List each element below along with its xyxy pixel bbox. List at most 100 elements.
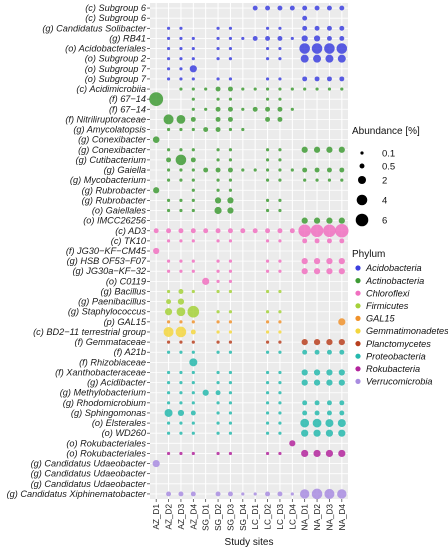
color-legend-key-proteobacteria [355,353,361,359]
bubble-na-d4-row-39 [339,400,345,406]
bubble-lc-d4-row-16 [290,168,294,172]
bubble-sg-d3-row-12 [228,127,233,132]
bubble-na-d4-row-16 [339,167,345,173]
bubble-lc-d3-row-3 [277,35,283,41]
bubble-lc-d1-row-10 [252,106,258,112]
bubble-sg-d1-row-27 [202,277,210,285]
bubble-lc-d4-row-43 [289,440,296,447]
bubble-na-d3-row-4 [324,43,335,54]
bubble-lc-d3-row-44 [278,451,282,456]
bubble-na-d2-row-8 [315,87,319,91]
bubble-az-d3-row-29 [177,298,185,305]
bubble-na-d2-row-21 [313,217,321,224]
bubble-sg-d4-row-8 [241,87,245,91]
y-tick-label: (f) 67−14 [109,94,146,104]
y-tick-label: (p) GAL15 [104,317,147,327]
bubble-lc-d2-row-48 [265,491,271,497]
bubble-az-d4-row-25 [191,259,195,263]
bubble-na-d4-row-0 [339,5,345,11]
bubble-az-d2-row-30 [164,308,173,316]
bubble-sg-d3-row-26 [228,269,233,273]
bubble-lc-d2-row-11 [265,116,271,122]
bubble-az-d3-row-38 [179,391,183,395]
bubble-az-d3-row-22 [178,228,184,234]
bubble-na-d4-row-8 [340,87,344,91]
bubble-na-d1-row-34 [302,349,308,355]
bubble-sg-d3-row-19 [227,197,234,204]
bubble-sg-d3-row-33 [228,340,233,344]
color-legend-key-actinobacteria [355,278,361,284]
bubble-az-d2-row-31 [166,320,171,324]
bubble-na-d3-row-41 [325,419,334,428]
bubble-lc-d3-row-4 [278,46,282,51]
bubble-lc-d3-row-11 [277,116,283,122]
x-tick-label-na-d4: NA_D4 [338,504,347,531]
bubble-na-d3-row-22 [323,224,336,238]
bubble-az-d2-row-44 [166,451,171,456]
bubble-az-d2-row-17 [166,178,171,182]
bubble-az-d3-row-40 [177,409,185,417]
bubble-lc-d4-row-8 [290,87,294,91]
y-tick-label: (c) AD3 [115,226,147,236]
bubble-lc-d3-row-8 [278,87,282,91]
bubble-sg-d2-row-25 [216,259,220,263]
bubble-az-d2-row-39 [166,401,171,405]
y-tick-label: (g) Conexibacter [78,145,147,155]
bubble-na-d1-row-22 [298,224,311,238]
bubble-na-d1-row-40 [302,410,308,416]
bubble-lc-d3-row-38 [278,391,282,395]
bubble-az-d4-row-16 [191,168,195,172]
bubble-na-d3-row-37 [326,379,333,386]
bubble-na-d3-row-14 [326,146,333,153]
bubble-az-d4-row-11 [190,116,196,122]
bubble-az-d2-row-2 [166,26,171,30]
bubble-sg-d2-row-15 [216,158,220,162]
bubble-na-d4-row-23 [339,238,345,244]
bubble-sg-d2-row-2 [216,26,220,30]
bubble-sg-d1-row-22 [203,228,209,234]
bubble-lc-d1-row-48 [253,492,257,496]
bubble-na-d2-row-44 [313,449,321,458]
bubble-az-d4-row-37 [191,380,195,385]
bubble-na-d1-row-2 [302,25,308,31]
y-tick-label: (g) Sphingomonas [71,408,146,418]
y-tick-label: (g) Cutibacterium [76,155,147,165]
y-tick-label: (o) Subgroup 7 [85,64,147,74]
bubble-az-d4-row-32 [190,329,196,335]
bubble-lc-d2-row-7 [265,77,270,81]
bubble-az-d2-row-5 [166,57,171,61]
bubble-na-d3-row-7 [326,76,332,82]
size-legend-key [360,151,364,155]
bubble-az-d2-row-48 [166,491,172,497]
bubble-sg-d2-row-16 [215,167,221,173]
bubble-na-d3-row-3 [326,35,332,41]
bubble-na-d3-row-42 [325,429,334,437]
bubble-na-d4-row-4 [336,43,348,54]
bubble-na-d4-row-21 [338,217,345,224]
bubble-lc-d2-row-4 [265,46,270,51]
bubble-az-d3-row-26 [179,269,183,273]
bubble-lc-d2-row-31 [265,320,270,324]
bubble-na-d1-row-1 [302,15,308,21]
color-legend-key-acidobacteria [355,265,361,271]
bubble-na-d1-row-48 [299,489,310,499]
y-tick-label: (g) Candidatus Udaeobacter [31,459,147,469]
bubble-lc-d2-row-15 [265,158,270,162]
bubble-sg-d2-row-17 [216,178,220,182]
bubble-na-d1-row-36 [301,369,308,376]
bubble-na-d1-row-14 [301,146,308,153]
y-tick-label: (o) Gaiellales [92,206,147,216]
bubble-na-d2-row-40 [314,410,320,416]
bubble-az-d4-row-34 [191,350,195,354]
bubble-sg-d3-row-27 [228,279,233,283]
bubble-az-d3-row-23 [179,239,183,243]
bubble-na-d4-row-41 [337,419,346,428]
bubble-sg-d4-row-48 [241,492,245,496]
color-legend-label-actinobacteria: Actinobacteria [365,276,424,286]
bubble-sg-d1-row-16 [203,167,209,173]
bubble-na-d2-row-39 [314,400,320,406]
y-tick-label: (o) Subgroup 7 [85,74,147,84]
bubble-az-d2-row-40 [164,408,173,417]
color-legend-label-gemmatimonadetes: Gemmatimonadetes [366,326,448,336]
y-tick-label: (g) Candidatus Udaeobacter [31,469,147,479]
